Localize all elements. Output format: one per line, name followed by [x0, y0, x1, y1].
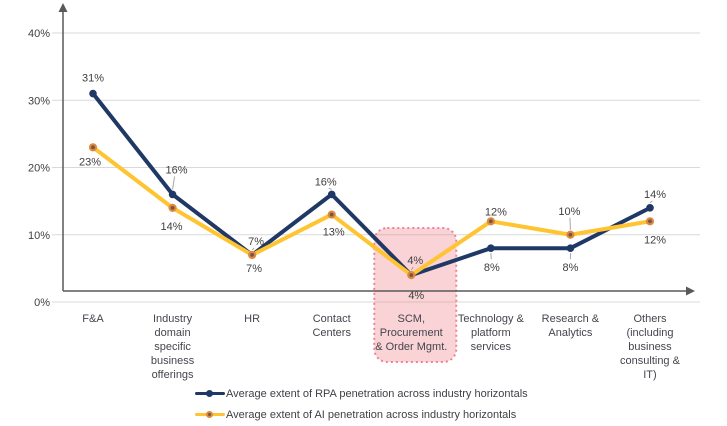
rpa-point-marker: [566, 244, 575, 252]
data-label: 8%: [562, 262, 578, 274]
data-label: 23%: [79, 156, 101, 168]
legend-label-rpa: Average extent of RPA penetration across…: [226, 387, 528, 400]
rpa-line: [91, 91, 652, 278]
ai-point-marker: [407, 271, 416, 280]
data-label: 14%: [644, 189, 666, 201]
data-label: 14%: [161, 221, 183, 233]
rpa-point-marker: [327, 190, 336, 199]
category-label-line: consulting &: [620, 355, 680, 367]
category-label: F&A: [47, 312, 139, 326]
category-label-line: services: [470, 341, 512, 353]
label-leader-line: [649, 200, 653, 204]
y-axis-arrow-icon: [58, 3, 68, 12]
category-label-line: Centers: [312, 327, 351, 339]
category-label-line: SCM,: [397, 313, 426, 325]
category-label: HR: [206, 312, 298, 326]
data-label: 31%: [82, 73, 104, 85]
data-label: 16%: [315, 176, 337, 188]
category-label-line: Analytics: [548, 327, 593, 339]
data-label: 4%: [407, 255, 423, 267]
rpa-legend-marker-icon: [195, 389, 225, 398]
legend-item-ai: Average extent of AI penetration across …: [195, 408, 528, 421]
category-label-line: offerings: [151, 369, 194, 381]
label-leader-line: [490, 253, 492, 260]
y-tick-label: 10%: [28, 230, 50, 242]
label-leader-line: [328, 187, 332, 190]
y-tick-label: 40%: [28, 28, 50, 40]
category-label: Technology & platform services: [445, 312, 537, 354]
rpa-point-marker: [646, 204, 654, 212]
ai-point-marker: [88, 143, 98, 152]
category-label-line: Contact: [312, 313, 351, 325]
category-label-line: Research &: [541, 313, 600, 325]
ai-legend-marker-icon: [195, 410, 225, 419]
category-label: Industry domain specific business offerings: [127, 312, 219, 382]
data-label: 12%: [644, 234, 666, 246]
ai-point-marker: [486, 217, 495, 226]
category-label-line: Others: [633, 313, 667, 325]
label-leader-line: [172, 176, 176, 190]
category-label: Contact Centers: [286, 312, 378, 340]
rpa-point-marker: [168, 190, 177, 199]
ai-line: [91, 145, 652, 278]
y-tick-label: 0%: [34, 297, 50, 309]
legend-item-rpa: Average extent of RPA penetration across…: [195, 387, 528, 400]
legend-label-ai: Average extent of AI penetration across …: [226, 408, 517, 421]
category-label-line: platform: [470, 327, 511, 339]
data-label: 12%: [485, 206, 507, 218]
data-label: 4%: [408, 290, 424, 302]
category-label-line: Technology &: [457, 313, 524, 325]
ai-point-marker: [168, 203, 177, 212]
category-label-line: business: [628, 341, 672, 353]
category-label: SCM, Procurement & Order Mgmt.: [365, 312, 457, 354]
data-label: 7%: [246, 263, 262, 275]
data-label: 16%: [166, 164, 188, 176]
data-label: 13%: [323, 227, 345, 239]
x-axis-arrow-icon: [686, 286, 695, 296]
category-label: Research & Analytics: [524, 312, 616, 340]
category-label-line: Industry: [152, 313, 193, 325]
category-label-line: domain: [154, 327, 191, 339]
rpa-point-marker: [89, 89, 97, 98]
ai-point-marker: [248, 250, 257, 260]
label-leader-line: [569, 217, 571, 230]
rpa-point-marker: [487, 244, 495, 252]
ai-point-marker: [327, 210, 336, 219]
category-label-line: F&A: [82, 313, 104, 325]
category-label-line: HR: [244, 313, 261, 325]
ai-point-marker: [566, 230, 575, 239]
ai-point-marker: [645, 217, 655, 226]
category-label-line: Procurement: [379, 327, 443, 339]
y-tick-label: 20%: [28, 163, 50, 175]
category-label-line: IT): [643, 369, 657, 381]
category-label-line: & Order Mgmt.: [375, 341, 448, 353]
data-label: 10%: [558, 206, 580, 218]
category-label-line: business: [150, 355, 195, 367]
label-leader-line: [410, 266, 414, 271]
category-label-line: specific: [154, 341, 191, 353]
y-tick-label: 30%: [28, 95, 50, 107]
data-label: 8%: [484, 262, 500, 274]
label-leader-line: [251, 247, 255, 251]
legend: Average extent of RPA penetration across…: [195, 387, 528, 421]
category-label: Others (including business consulting & IT): [604, 312, 696, 382]
data-label: 7%: [248, 236, 264, 248]
category-label-line: (including: [626, 327, 674, 339]
